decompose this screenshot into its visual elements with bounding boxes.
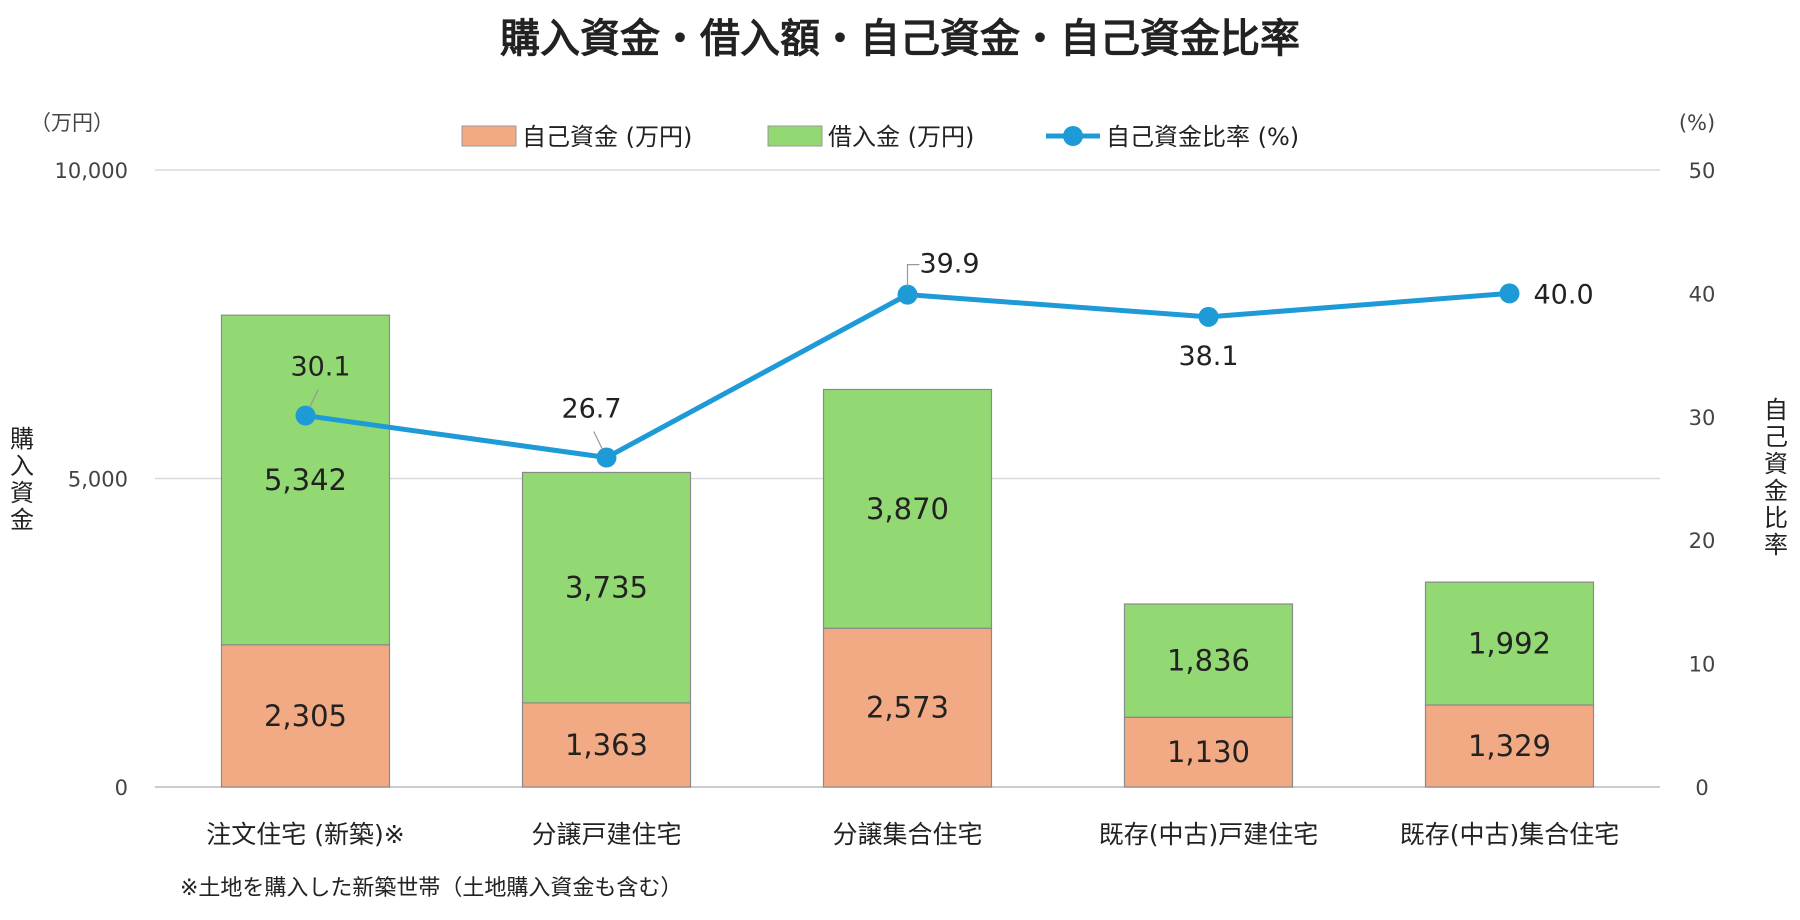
ratio-label: 38.1 xyxy=(1178,341,1238,372)
bar-loan xyxy=(220,314,391,646)
category-label: 注文住宅 (新築)※ xyxy=(206,820,404,849)
ratio-label-leader xyxy=(593,431,604,450)
axis-label-char: 購 xyxy=(10,425,34,453)
ratio-label-leader xyxy=(906,264,920,287)
axis-label-char: 資 xyxy=(10,479,34,507)
axis-label-char: 己 xyxy=(1764,423,1788,451)
bar-own-funds-label: 1,329 xyxy=(1468,729,1551,763)
bar-loan-label: 5,342 xyxy=(264,463,347,497)
left-axis-tick: 10,000 xyxy=(55,159,128,183)
bar-loan-label: 1,836 xyxy=(1167,644,1250,678)
bar-own-funds-label: 1,363 xyxy=(565,728,648,762)
bar-loan xyxy=(1123,603,1294,718)
axis-label-char: 自 xyxy=(1764,396,1788,424)
right-axis-tick: 40 xyxy=(1689,282,1716,306)
ratio-point xyxy=(1198,306,1219,327)
right-axis-unit: (%) xyxy=(1679,111,1715,135)
bar-loan xyxy=(521,471,692,704)
axis-label-char: 金 xyxy=(10,506,34,534)
category-label: 既存(中古)戸建住宅 xyxy=(1099,820,1319,849)
axis-label-char: 率 xyxy=(1764,531,1788,559)
right-axis-tick: 30 xyxy=(1689,406,1716,430)
ratio-point xyxy=(295,405,316,426)
bar-own-funds-label: 2,305 xyxy=(264,699,347,733)
legend-label-own-funds: 自己資金 (万円) xyxy=(522,123,692,151)
axis-label-char: 資 xyxy=(1764,450,1788,478)
right-axis-label: 自己資金比率 xyxy=(1764,396,1788,559)
axis-label-char: 金 xyxy=(1764,477,1788,505)
legend-swatch-loan xyxy=(767,125,823,147)
category-label: 分譲集合住宅 xyxy=(832,820,982,849)
bar-own-funds xyxy=(521,702,692,788)
bar-own-funds xyxy=(1123,716,1294,788)
left-axis-tick: 0 xyxy=(115,776,128,800)
ratio-label: 30.1 xyxy=(290,352,350,383)
ratio-point xyxy=(596,447,617,468)
bar-loan-label: 1,992 xyxy=(1468,627,1551,661)
right-axis-tick: 50 xyxy=(1689,159,1716,183)
category-label: 既存(中古)集合住宅 xyxy=(1400,820,1620,849)
bar-own-funds xyxy=(220,644,391,788)
left-axis-tick: 5,000 xyxy=(68,468,128,492)
bar-loan-label: 3,735 xyxy=(565,571,648,605)
legend-marker-ratio xyxy=(1063,126,1083,146)
right-axis-tick: 20 xyxy=(1689,529,1716,553)
bar-own-funds-label: 1,130 xyxy=(1167,735,1250,769)
bar-own-funds xyxy=(822,627,993,788)
ratio-point xyxy=(1499,283,1520,304)
right-axis-tick: 10 xyxy=(1689,653,1716,677)
ratio-point xyxy=(897,284,918,305)
footnote: ※土地を購入した新築世帯（土地購入資金も含む） xyxy=(180,876,682,901)
left-axis-label: 購入資金 xyxy=(10,425,34,534)
left-axis-unit: （万円） xyxy=(30,111,114,135)
chart-title: 購入資金・借入額・自己資金・自己資金比率 xyxy=(500,16,1300,62)
legend: 自己資金 (万円) 借入金 (万円) 自己資金比率 (%) xyxy=(461,123,1299,151)
right-axis-tick: 0 xyxy=(1695,776,1708,800)
bar-own-funds-label: 2,573 xyxy=(866,691,949,725)
ratio-label: 39.9 xyxy=(919,249,979,280)
ratio-label: 26.7 xyxy=(561,394,621,425)
bar-loan xyxy=(1424,581,1595,706)
ratio-label-leader xyxy=(308,389,319,408)
legend-swatch-own-funds xyxy=(461,125,517,147)
bar-own-funds xyxy=(1424,704,1595,788)
bar-loan-label: 3,870 xyxy=(866,492,949,526)
axis-label-char: 比 xyxy=(1764,504,1788,532)
ratio-label: 40.0 xyxy=(1534,279,1594,310)
axis-label-char: 入 xyxy=(10,452,34,480)
bar-loan xyxy=(822,388,993,629)
legend-label-ratio: 自己資金比率 (%) xyxy=(1106,123,1299,151)
legend-label-loan: 借入金 (万円) xyxy=(828,123,974,151)
category-label: 分譲戸建住宅 xyxy=(531,820,681,849)
